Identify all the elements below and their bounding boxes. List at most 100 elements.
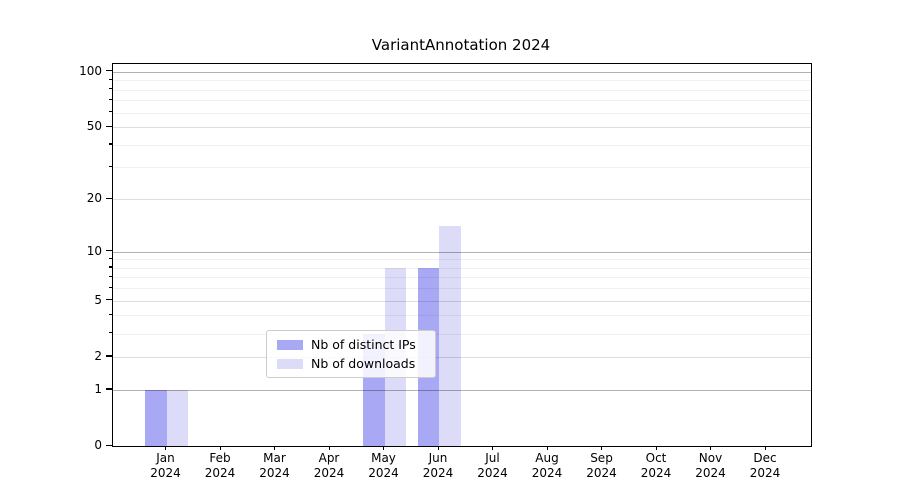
x-tick-year: 2024	[586, 466, 617, 480]
y-tick-mark	[106, 250, 112, 252]
gridline-minor	[113, 112, 811, 114]
gridline-minor	[113, 333, 811, 335]
y-minor-tick-mark	[109, 78, 112, 80]
y-tick-mark	[106, 444, 112, 446]
bar-downloads-jun	[439, 226, 461, 446]
gridline-major	[113, 199, 811, 201]
x-tick-month: Jun	[428, 451, 448, 465]
y-tick-label: 100	[79, 63, 102, 78]
x-tick-label: Dec 2024	[733, 451, 797, 481]
y-tick-label: 1	[94, 381, 102, 396]
gridline-major	[113, 127, 811, 129]
y-tick-mark	[106, 355, 112, 357]
gridline-major	[113, 356, 811, 358]
gridline-major	[113, 389, 811, 391]
legend-label: Nb of downloads	[311, 356, 416, 371]
x-tick-month: Mar	[263, 451, 286, 465]
gridline-minor	[113, 267, 811, 269]
x-tick-year: 2024	[531, 466, 563, 480]
x-tick-mark	[219, 446, 221, 450]
bar-downloads-jan	[166, 389, 188, 446]
x-tick-label: Jun 2024	[406, 451, 470, 481]
x-tick-label: Jul 2024	[461, 451, 525, 481]
y-tick-mark	[106, 70, 112, 72]
y-tick-mark	[106, 299, 112, 301]
legend-swatch-distinct-ips	[277, 339, 303, 350]
x-tick-year: 2024	[422, 466, 454, 480]
chart-title: VariantAnnotation 2024	[371, 36, 551, 54]
legend-item-downloads: Nb of downloads	[267, 356, 435, 371]
gridline-minor	[113, 100, 811, 102]
y-tick-label: 10	[86, 243, 102, 258]
x-tick-mark	[274, 446, 276, 450]
legend: Nb of distinct IPs Nb of downloads	[266, 330, 436, 378]
gridline-major	[113, 300, 811, 302]
y-minor-tick-mark	[109, 332, 112, 334]
x-tick-label: Aug 2024	[515, 451, 579, 481]
legend-item-distinct-ips: Nb of distinct IPs	[267, 337, 435, 352]
x-tick-label: Sep 2024	[570, 451, 634, 481]
x-tick-year: 2024	[313, 466, 345, 480]
y-minor-tick-mark	[109, 143, 112, 145]
y-tick-label: 20	[86, 191, 102, 206]
gridline-minor	[113, 288, 811, 290]
x-tick-year: 2024	[259, 466, 290, 480]
x-tick-mark	[546, 446, 548, 450]
bar-distinct-ips-jan	[145, 389, 167, 446]
x-tick-mark	[601, 446, 603, 450]
y-tick-label: 2	[94, 348, 102, 363]
x-tick-year: 2024	[640, 466, 672, 480]
y-minor-tick-mark	[109, 111, 112, 113]
y-tick-mark	[106, 197, 112, 199]
x-tick-year: 2024	[204, 466, 236, 480]
x-tick-label: Apr 2024	[297, 451, 361, 481]
x-tick-year: 2024	[368, 466, 399, 480]
gridline-major	[113, 71, 811, 73]
gridline-minor	[113, 167, 811, 169]
y-minor-tick-mark	[109, 266, 112, 268]
x-tick-label: May 2024	[352, 451, 416, 481]
plot-area	[112, 63, 812, 447]
gridline-minor	[113, 144, 811, 146]
y-minor-tick-mark	[109, 286, 112, 288]
y-minor-tick-mark	[109, 257, 112, 260]
x-tick-month: Nov	[698, 451, 723, 465]
x-tick-month: May	[371, 451, 396, 465]
x-tick-month: Sep	[590, 451, 613, 465]
gridline-minor	[113, 80, 811, 82]
x-tick-mark	[165, 446, 167, 450]
x-tick-month: Jan	[156, 451, 175, 465]
x-tick-label: Nov 2024	[679, 451, 743, 481]
x-tick-year: 2024	[749, 466, 781, 480]
y-minor-tick-mark	[109, 98, 112, 101]
y-minor-tick-mark	[109, 88, 112, 90]
x-tick-label: Mar 2024	[243, 451, 307, 481]
x-tick-mark	[492, 446, 494, 450]
y-minor-tick-mark	[109, 275, 112, 278]
x-tick-month: Dec	[753, 451, 777, 465]
x-tick-month: Feb	[209, 451, 231, 465]
x-tick-year: 2024	[477, 466, 508, 480]
x-tick-mark	[437, 446, 439, 450]
gridline-minor	[113, 259, 811, 261]
gridline-major	[113, 251, 811, 253]
gridline-minor	[113, 315, 811, 317]
y-tick-label: 5	[94, 292, 102, 307]
x-tick-label: Jan 2024	[134, 451, 198, 481]
legend-label: Nb of distinct IPs	[311, 337, 416, 352]
y-tick-mark	[106, 125, 112, 127]
x-tick-month: Aug	[535, 451, 559, 465]
x-tick-mark	[764, 446, 766, 450]
gridline-minor	[113, 89, 811, 91]
x-tick-label: Oct 2024	[624, 451, 688, 481]
x-tick-mark	[383, 446, 385, 450]
legend-swatch-downloads	[277, 358, 303, 369]
x-tick-mark	[655, 446, 657, 450]
x-tick-label: Feb 2024	[188, 451, 252, 481]
x-tick-month: Apr	[318, 451, 340, 465]
x-tick-year: 2024	[150, 466, 181, 480]
x-tick-mark	[710, 446, 712, 450]
y-minor-tick-mark	[109, 313, 112, 316]
gridline-minor	[113, 277, 811, 279]
